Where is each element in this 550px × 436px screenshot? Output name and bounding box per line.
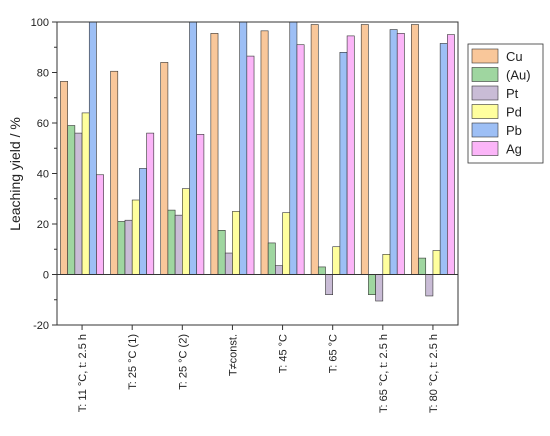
bar-pt-0	[74, 132, 83, 275]
bar-pd-0	[81, 112, 90, 275]
bar-pd-1	[131, 199, 140, 275]
bar-cu-1	[110, 70, 119, 275]
bar-pt-4	[275, 265, 283, 275]
bar-cu-4	[260, 30, 269, 275]
bar-pt-3	[224, 252, 233, 275]
bar-pt-7	[425, 274, 434, 297]
legend-swatch	[471, 48, 499, 64]
bar-ag-3	[246, 55, 255, 275]
legend-label: Ag	[506, 142, 522, 157]
bar-pb-6	[389, 29, 398, 275]
x-tick-label: T: 65 °C	[328, 334, 340, 373]
bar-cu-5	[310, 24, 319, 275]
legend-label: Pb	[506, 123, 522, 138]
bar-pt-6	[375, 274, 384, 302]
bar-cu-3	[210, 33, 219, 275]
bar-pt-2	[174, 214, 183, 275]
bar-pd-7	[432, 250, 441, 275]
x-tick-label: T: 45 °C	[278, 334, 290, 373]
bar-pd-2	[182, 188, 190, 275]
bar-cu-2	[160, 62, 169, 275]
bar-au-7	[418, 257, 427, 275]
y-tick-label: 40	[37, 169, 49, 181]
bar-pd-5	[332, 246, 341, 275]
y-tick-label: 60	[37, 118, 49, 130]
bar-ag-7	[447, 34, 455, 275]
axes-layer: -20 0 20 40 60 80 100 T: 11 °C, t: 2.5 h T: 25 °…	[31, 17, 459, 413]
bar-ag-1	[146, 132, 155, 275]
x-tick-label: T: 11 °C, t: 2.5 h	[77, 334, 89, 412]
bar-cu-6	[360, 24, 369, 275]
x-tick-label: T: 25 °C (1)	[127, 334, 139, 390]
legend-label: Pt	[506, 86, 519, 101]
legend-swatch	[471, 122, 499, 138]
bars-layer	[60, 21, 455, 302]
bar-pb-2	[189, 21, 198, 275]
bar-ag-2	[196, 134, 205, 275]
legend-label: (Au)	[506, 68, 531, 83]
bar-au-1	[117, 221, 126, 275]
legend-label: Pd	[506, 105, 522, 120]
bar-pb-0	[88, 21, 97, 275]
bar-au-5	[317, 266, 326, 275]
y-tick-label: 0	[43, 270, 49, 282]
y-tick-label: 100	[31, 17, 49, 29]
bar-pb-4	[289, 21, 298, 275]
bar-ag-4	[296, 44, 305, 275]
bar-pt-1	[124, 219, 133, 275]
bar-ag-0	[96, 174, 104, 275]
bar-pd-4	[282, 212, 291, 275]
legend-swatch	[471, 104, 499, 119]
bar-pb-5	[339, 51, 348, 275]
x-tick-label: T: 80 °C, t: 2.5 h	[428, 334, 440, 413]
legend-swatch	[471, 85, 499, 101]
legend-label: Cu	[506, 49, 523, 64]
bar-cu-7	[411, 24, 419, 275]
bar-ag-5	[346, 35, 355, 275]
x-tick-label: T: 65 °C, t: 2.5 h	[378, 334, 390, 413]
bar-pb-7	[439, 43, 448, 275]
bar-au-3	[217, 230, 226, 275]
bar-pd-3	[232, 211, 240, 275]
bar-au-0	[67, 125, 76, 275]
bar-pt-5	[325, 274, 333, 296]
x-tick-label: T≠const.	[227, 334, 239, 376]
y-axis-title: Leaching yield / %	[7, 117, 23, 231]
bar-cu-0	[60, 81, 68, 275]
bar-au-6	[368, 274, 376, 296]
legend-swatch	[471, 141, 499, 156]
y-tick-label: -20	[33, 320, 49, 332]
legend: Cu (Au) Pt Pd Pb Ag	[467, 43, 544, 164]
bar-ag-6	[396, 33, 405, 275]
bar-au-2	[167, 209, 176, 275]
bar-pb-3	[239, 21, 248, 275]
x-tick-label: T: 25 °C (2)	[177, 334, 189, 390]
bar-pd-6	[382, 254, 391, 275]
legend-swatch	[471, 67, 499, 82]
y-tick-label: 20	[37, 219, 49, 231]
bar-pb-1	[139, 168, 147, 275]
y-tick-label: 80	[37, 68, 49, 80]
bar-au-4	[267, 242, 276, 275]
